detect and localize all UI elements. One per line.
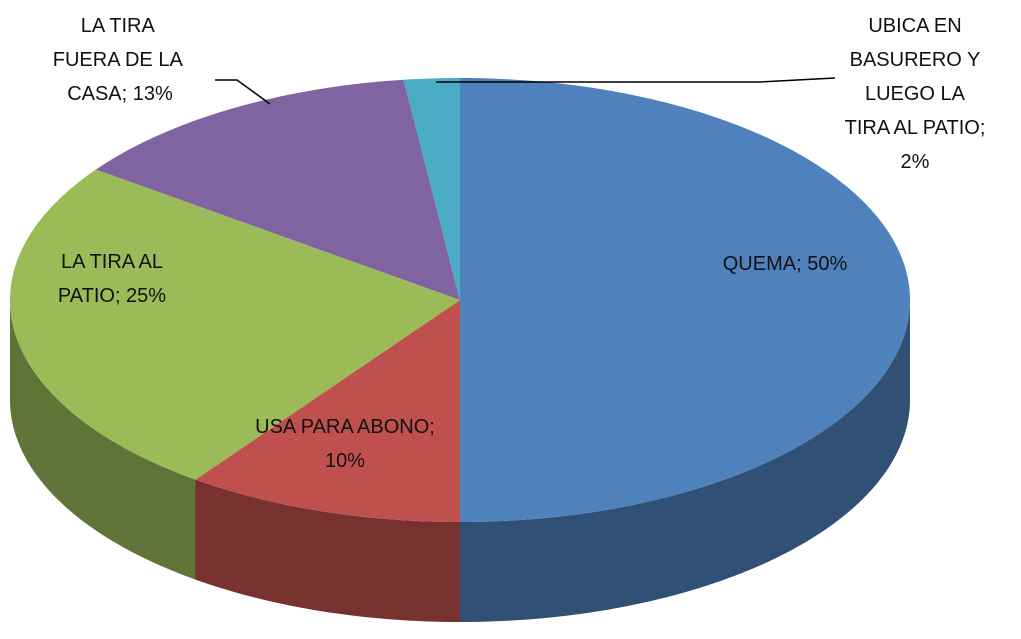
leader-line bbox=[436, 77, 836, 83]
leader-line bbox=[215, 79, 271, 105]
slice bbox=[460, 78, 910, 522]
slice bbox=[95, 79, 460, 300]
data-label: QUEMA; 50% bbox=[723, 253, 848, 275]
slice-side bbox=[195, 479, 460, 622]
data-label: LA TIRA AL PATIO; 25% bbox=[58, 251, 166, 307]
data-label: LA TIRA FUERA DE LA CASA; 13% bbox=[53, 15, 188, 105]
data-label: USA PARA ABONO; 10% bbox=[255, 416, 435, 472]
slice bbox=[195, 300, 460, 522]
data-label: UBICA EN BASURERO Y LUEGO LA TIRA AL PATIO;… bbox=[845, 15, 986, 173]
slice-side bbox=[460, 300, 910, 622]
slice-side bbox=[10, 300, 196, 580]
slice bbox=[403, 78, 460, 300]
slice bbox=[10, 169, 461, 480]
